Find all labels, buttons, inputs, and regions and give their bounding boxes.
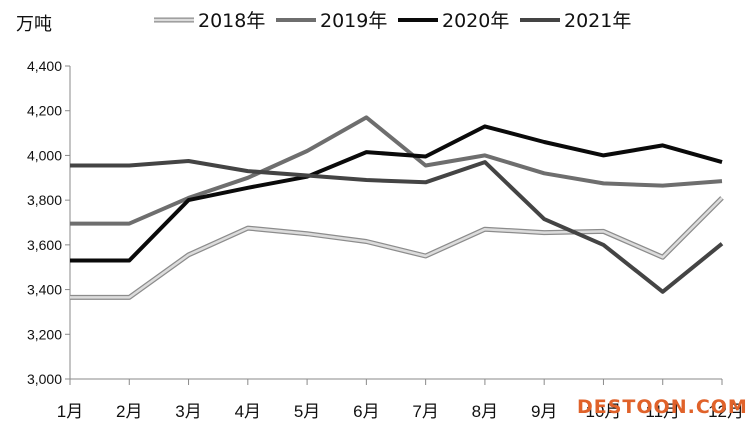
watermark-text: DESTOON.COM (577, 396, 748, 418)
x-tick-label: 5月 (294, 402, 320, 421)
unit-label: 万吨 (16, 14, 52, 35)
y-tick-label: 3,600 (27, 237, 62, 253)
series-lines (70, 115, 724, 300)
x-tick-label: 10月 (585, 402, 621, 421)
series-line (70, 115, 723, 226)
axes: 3,000 3,200 3,400 3,600 3,800 4,000 4,200 4,400… (27, 58, 744, 421)
legend-label: 2018年 (198, 10, 265, 32)
legend-label: 2019年 (320, 10, 387, 32)
x-tick-label: 4月 (235, 402, 261, 421)
y-tick-label: 4,000 (27, 147, 62, 163)
series-line (70, 197, 723, 299)
series-line (70, 124, 723, 263)
x-tick-label: 6月 (353, 402, 379, 421)
y-tick-label: 4,200 (27, 103, 62, 119)
x-tick-label: 1月 (57, 402, 83, 421)
y-tick-label: 3,400 (27, 282, 62, 298)
series-line (70, 159, 724, 294)
x-tick-label: 12月 (708, 402, 744, 421)
y-tick-label: 4,400 (27, 58, 62, 74)
x-tick-label: 7月 (412, 402, 438, 421)
y-tick-label: 3,800 (27, 192, 62, 208)
y-tick-label: 3,000 (27, 371, 62, 387)
legend-label: 2020年 (442, 10, 509, 32)
legend: 2018年 2019年 2020年 2021年 (154, 10, 631, 32)
x-tick-label: 11月 (645, 402, 680, 421)
x-tick-label: 2月 (116, 402, 142, 421)
legend-label: 2021年 (564, 10, 631, 32)
x-tick-label: 3月 (175, 402, 201, 421)
y-tick-label: 3,200 (27, 326, 62, 342)
x-tick-label: 9月 (531, 402, 557, 421)
x-tick-label: 8月 (472, 402, 498, 421)
